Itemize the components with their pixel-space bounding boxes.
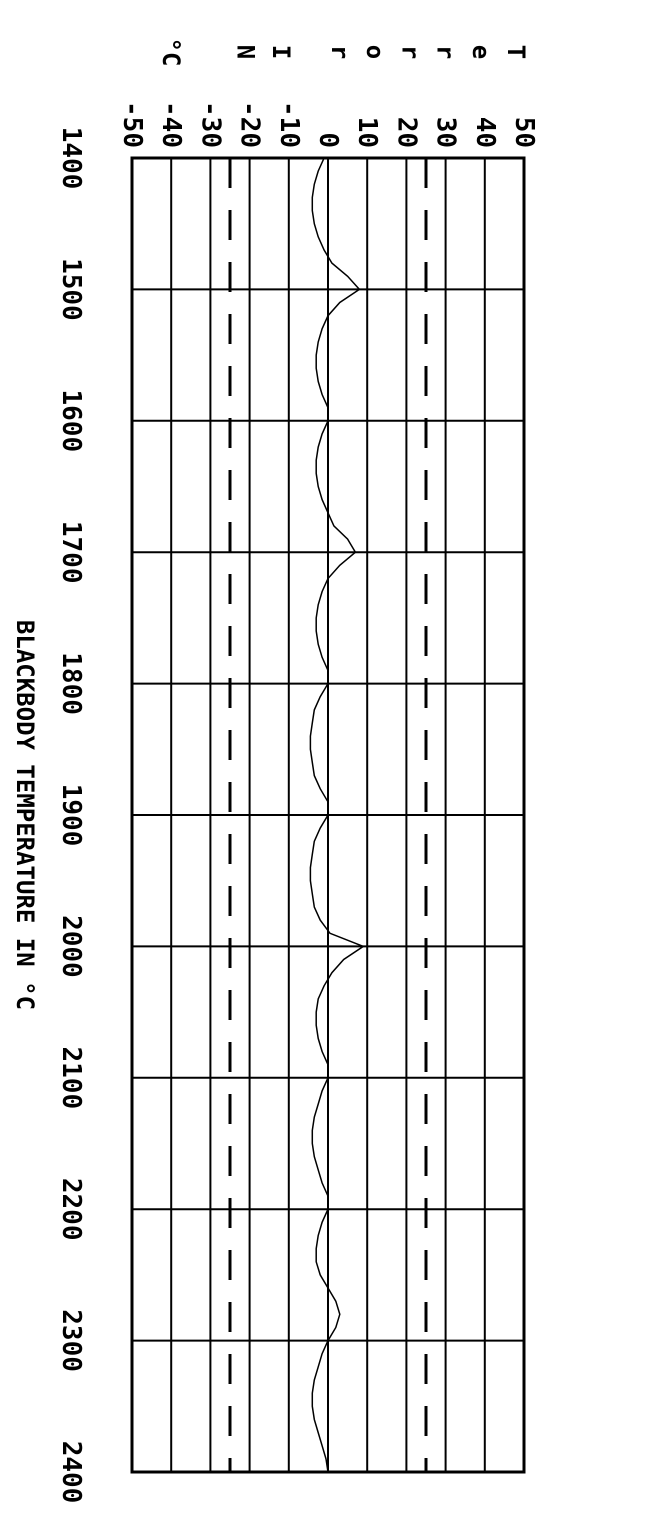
y-axis-title-letter: I	[267, 45, 295, 59]
x-tick-label: 2400	[56, 1441, 86, 1504]
x-tick-label: 1700	[56, 521, 86, 584]
x-tick-label: 1900	[56, 784, 86, 847]
y-axis-title-letter: e	[467, 45, 495, 59]
y-axis-title-letter: o	[361, 45, 389, 59]
x-tick-label: 1400	[56, 127, 86, 190]
y-tick-label: 0	[313, 132, 343, 148]
x-tick-label: 2100	[56, 1046, 86, 1109]
x-tick-label: 1800	[56, 652, 86, 715]
y-tick-label: 40	[470, 117, 500, 148]
y-tick-label: 30	[431, 117, 461, 148]
x-tick-label: 2000	[56, 915, 86, 978]
x-axis-label: BLACKBODY TEMPERATURE IN °C	[11, 620, 39, 1010]
y-axis-title-letter: °C	[157, 38, 185, 67]
y-axis-title-letter: T	[502, 45, 530, 59]
y-tick-label: -10	[274, 101, 304, 148]
x-tick-label: 1500	[56, 258, 86, 321]
x-tick-label: 1600	[56, 389, 86, 452]
x-tick-label: 2200	[56, 1178, 86, 1241]
y-axis-title-letter: r	[326, 45, 354, 59]
y-tick-label: -30	[195, 101, 225, 148]
y-tick-label: 10	[352, 117, 382, 148]
y-axis-title-letter: r	[396, 45, 424, 59]
y-axis-title-letter: N	[232, 45, 260, 59]
y-axis-title-letter: r	[432, 45, 460, 59]
error-series-line	[309, 157, 365, 1473]
y-tick-label: -20	[235, 101, 265, 148]
y-tick-label: 20	[391, 117, 421, 148]
x-tick-label: 2300	[56, 1309, 86, 1372]
y-tick-label: -40	[156, 101, 186, 148]
y-tick-label: 50	[509, 117, 539, 148]
y-tick-label: -50	[117, 101, 147, 148]
